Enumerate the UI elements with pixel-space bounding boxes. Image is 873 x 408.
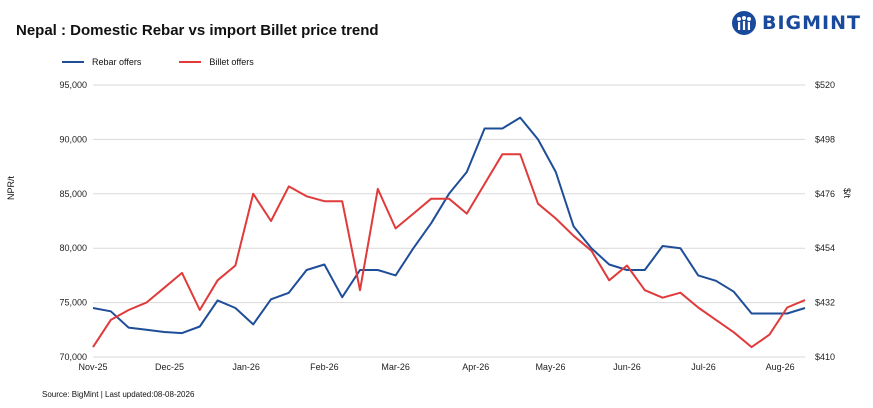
- legend-swatch-billet: [179, 61, 202, 63]
- x-tick-label: Apr-26: [462, 362, 489, 372]
- series-line-billet: [92, 153, 806, 349]
- y2-tick-label: $432: [815, 298, 835, 308]
- x-tick-label: May-26: [535, 362, 565, 372]
- series-line-rebar: [92, 116, 806, 335]
- x-tick-label: Feb-26: [310, 362, 339, 372]
- y2-tick-label: $476: [815, 189, 835, 199]
- legend-item-billet: Billet offers: [179, 57, 254, 67]
- y-tick-label: 90,000: [59, 134, 87, 144]
- source-note: Source: BigMint | Last updated:08-08-202…: [42, 390, 195, 399]
- x-tick-label: Dec-25: [155, 362, 184, 372]
- legend-swatch-rebar: [62, 61, 84, 63]
- y2-tick-label: $410: [815, 352, 835, 362]
- y-tick-label: 75,000: [59, 298, 87, 308]
- x-tick-label: Aug-26: [766, 362, 795, 372]
- y2-tick-label: $454: [815, 243, 835, 253]
- x-tick-label: Nov-25: [78, 362, 107, 372]
- legend-label-rebar: Rebar offers: [92, 57, 142, 67]
- y2-tick-label: $520: [815, 80, 835, 90]
- y-tick-label: 80,000: [59, 243, 87, 253]
- y2-tick-label: $498: [815, 134, 835, 144]
- y-tick-label: 70,000: [59, 352, 87, 362]
- legend-item-rebar: Rebar offers: [62, 57, 141, 67]
- legend-label-billet: Billet offers: [209, 57, 254, 67]
- x-tick-label: Jan-26: [232, 362, 260, 372]
- y-tick-label: 85,000: [59, 189, 87, 199]
- brand-logo: BIGMINT: [731, 10, 861, 36]
- y-tick-label: 95,000: [59, 80, 87, 90]
- x-tick-label: Jul-26: [691, 362, 716, 372]
- chart-title: Nepal : Domestic Rebar vs import Billet …: [16, 22, 379, 39]
- chart-legend: Rebar offers Billet offers: [62, 57, 292, 67]
- brand-name: BIGMINT: [762, 12, 861, 34]
- x-tick-label: Mar-26: [381, 362, 410, 372]
- bigmint-logo-icon: [732, 11, 756, 35]
- x-tick-label: Jun-26: [613, 362, 641, 372]
